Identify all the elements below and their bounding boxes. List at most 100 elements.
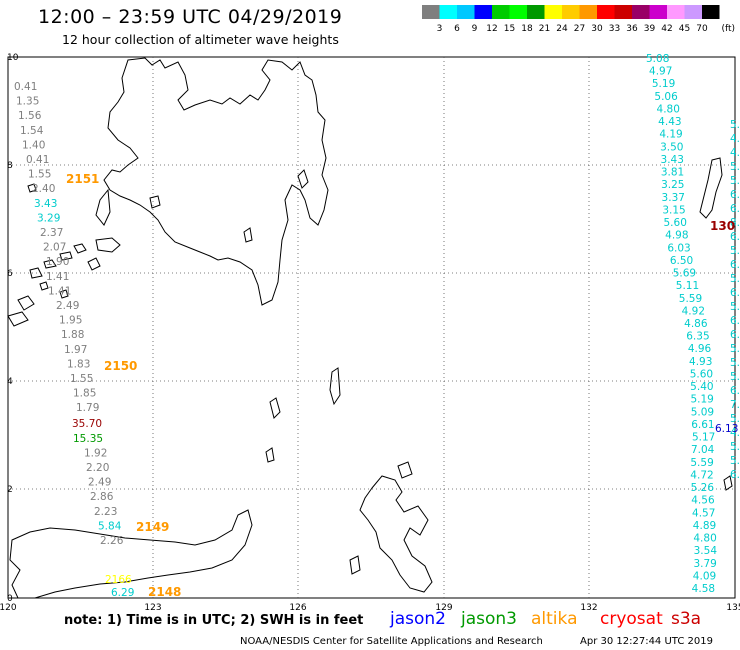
colorbar-tick-label: 18 [521,24,533,34]
value-label: 1.54 [20,125,44,137]
legend-item-jason3: jason3 [461,609,517,629]
value-label: 5. [730,301,740,313]
colorbar-tick-label: 36 [626,24,638,34]
colorbar-tick-label: 3 [437,24,443,34]
coast-zamboanga [95,188,111,226]
value-label: 4.89 [693,520,716,532]
x-tick-label: 135 [726,603,740,613]
value-label: 4.86 [684,318,708,330]
colorbar-swatch [649,5,667,19]
y-tick-label: 4 [7,377,13,387]
value-label: 6. [730,189,740,201]
coast-small-island-5 [723,475,733,491]
value-label: 15.35 [73,433,103,445]
value-label: 1.55 [70,373,93,385]
colorbar-swatch [492,5,510,19]
value-label: 6. [730,203,740,215]
value-label: 2.23 [94,506,117,518]
value-label: 5.59 [679,293,702,305]
value-label: 5.40 [690,381,713,393]
colorbar-swatch [702,5,720,19]
value-label: 5.11 [676,280,699,292]
colorbar-swatch [509,5,527,19]
value-label: 6. [730,287,740,299]
colorbar-tick-label: 45 [679,24,690,34]
colorbar-swatch [474,5,492,19]
pass-numbers: 2151 2150 2149 2148 130 [66,172,735,599]
x-tick-label: 132 [580,603,597,613]
colorbar: 3 6 9 12 15 18 21 24 27 30 33 36 39 42 45 70 (ft) [422,5,735,34]
value-label: 2.49 [56,300,79,312]
colorbar-tick-label: 42 [661,24,672,34]
pass-number: 2150 [104,359,137,373]
value-label: 5.69 [673,268,696,280]
value-label: 5.84 [98,520,122,532]
value-label: 5.17 [692,432,715,444]
coast-sulu-archipelago [7,183,101,327]
value-label: 5. [730,371,740,383]
value-label: 6.35 [686,331,709,343]
y-tick-label: 2 [7,485,13,495]
value-label: 6. [730,315,740,327]
value-label: 3.43 [34,198,57,210]
value-label: 5. [730,245,740,257]
coast-small-island-4 [349,555,361,575]
value-label: 4.19 [659,129,682,141]
pass-number: 2148 [148,585,181,599]
value-label: 2.37 [40,227,63,239]
value-label: 4.09 [693,570,716,582]
value-label: 4. [730,133,740,145]
value-label: 6. [730,385,740,397]
value-label: 5.60 [664,217,687,229]
value-label: 4.92 [682,305,705,317]
plot-frame [7,56,736,599]
value-label: 6.03 [667,242,690,254]
coast-sulawesi [9,509,253,599]
coastlines [7,57,733,599]
value-label: 7. [730,399,740,411]
colorbar-tick-label: 9 [472,24,478,34]
footer-credits: NOAA/NESDIS Center for Satellite Applica… [240,636,543,647]
value-label: 5. [730,343,740,355]
colorbar-tick-label: 30 [591,24,603,34]
colorbar-tick-label: 21 [539,24,550,34]
value-label: 3.81 [661,167,684,179]
value-label: 1.85 [73,388,96,400]
value-label: 3.43 [661,154,684,166]
colorbar-swatch [632,5,650,19]
x-tick-label: 129 [435,603,452,613]
value-label: 35.70 [72,418,102,430]
value-label: 1.40 [22,139,45,151]
track-right-misc-values: 6.13 [715,423,738,435]
value-label: 2166 [105,574,132,586]
value-label: 3.54 [694,545,718,557]
value-label: 7.04 [691,444,715,456]
value-label: 6. [730,231,740,243]
value-label: 5. [730,441,740,453]
value-label: 1.97 [64,344,87,356]
value-label: 8. [730,217,740,229]
colorbar-swatch [562,5,580,19]
value-label: 6.13 [715,423,738,435]
pass-number: 2149 [136,520,169,534]
track-right-values: 5.084.975.195.064.804.434.193.503.433.81… [646,53,717,595]
value-label: 5. [730,357,740,369]
value-label: 5.19 [652,78,675,90]
coast-samal [297,169,309,189]
value-label: 4.43 [658,116,681,128]
legend-item-jason2: jason2 [390,609,446,629]
colorbar-swatch [614,5,632,19]
x-axis-ticks: 120 123 126 129 132 135 [0,603,740,613]
value-label: 2.86 [90,491,114,503]
value-label: 5.09 [691,406,714,418]
colorbar-swatch [684,5,702,19]
value-label: 4.97 [649,66,672,78]
y-axis-ticks: 0 2 4 6 8 10 [7,53,19,604]
coast-basilan [95,237,121,253]
value-label: 2.26 [100,535,124,547]
value-label: 1.35 [16,96,39,108]
value-label: 1.41 [48,285,71,297]
colorbar-tick-label: 27 [574,24,585,34]
